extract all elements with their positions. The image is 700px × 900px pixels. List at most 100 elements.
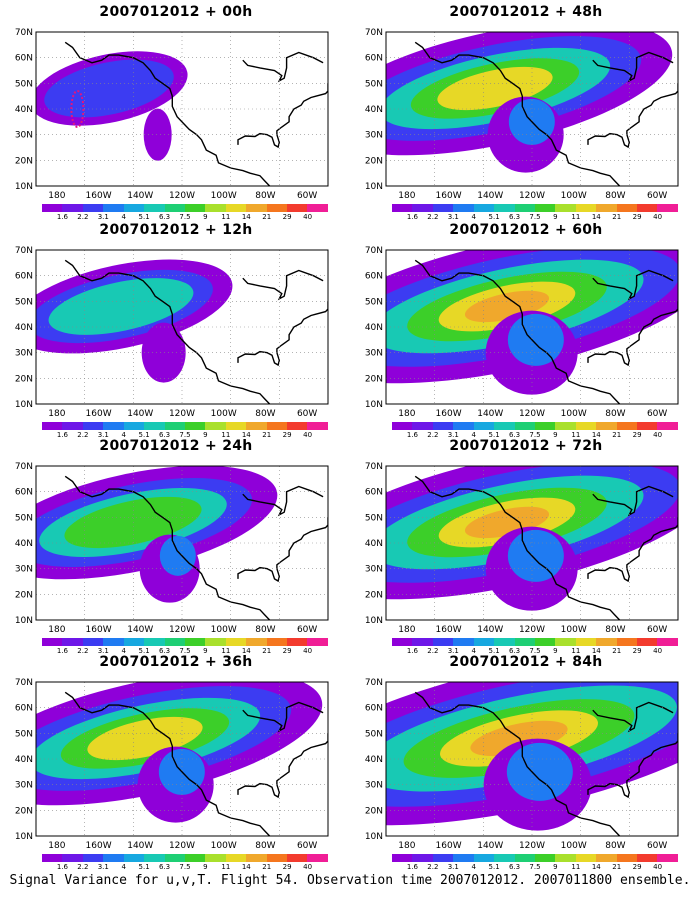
colorbar-swatch — [246, 854, 267, 862]
colorbar-swatch — [225, 854, 247, 862]
variance-map: 70N 60N 50N 40N 30N 20N 10N 180 160W 140W 120W 100W… — [365, 246, 679, 419]
colorbar-swatch — [575, 204, 597, 212]
colorbar-label: 7.5 — [529, 213, 541, 221]
colorbar: 1.6 2.2 3.1 4 5.1 6.3 7.5 9 11 14 21 29 40 — [42, 638, 328, 658]
colorbar-label: 1.6 — [56, 431, 68, 439]
colorbar-swatch — [534, 204, 556, 212]
colorbar-label: 3.1 — [447, 863, 459, 871]
colorbar-label: 14 — [241, 431, 251, 439]
colorbar-label: 2.2 — [77, 863, 89, 871]
colorbar-label: 14 — [591, 431, 601, 439]
colorbar-swatch — [473, 854, 495, 862]
colorbar-label: 3.1 — [447, 213, 459, 221]
colorbar-label: 21 — [262, 863, 272, 871]
lat-tick-label: 30N — [15, 781, 33, 791]
colorbar-swatch — [392, 638, 413, 646]
colorbar-swatch — [123, 204, 145, 212]
colorbar-label: 4 — [471, 863, 476, 871]
colorbar-label: 3.1 — [447, 647, 459, 655]
lat-tick-label: 40N — [365, 105, 383, 115]
colorbar-label: 21 — [262, 213, 272, 221]
colorbar-label: 3.1 — [97, 431, 109, 439]
colorbar-label: 14 — [591, 647, 601, 655]
colorbar-swatch — [164, 204, 185, 212]
colorbar-label: 29 — [282, 213, 292, 221]
colorbar-swatch — [432, 204, 454, 212]
variance-map: 70N 60N 50N 40N 30N 20N 10N 180 160W 140W 120W 100W… — [365, 462, 679, 635]
colorbar-swatch — [123, 854, 145, 862]
lat-tick-label: 20N — [365, 590, 383, 600]
lat-tick-label: 40N — [15, 755, 33, 765]
lon-tick-label: 140W — [127, 625, 153, 635]
lon-tick-label: 180 — [398, 625, 415, 635]
lat-tick-label: 60N — [15, 488, 33, 498]
colorbar-swatch — [164, 638, 185, 646]
lon-tick-label: 120W — [519, 409, 545, 419]
variance-field — [36, 466, 328, 620]
colorbar-label: 5.1 — [488, 863, 500, 871]
colorbar-label: 40 — [303, 431, 313, 439]
colorbar-swatch — [42, 204, 63, 212]
colorbar-label: 2.2 — [77, 213, 89, 221]
variance-field — [386, 250, 678, 404]
colorbar: 1.6 2.2 3.1 4 5.1 6.3 7.5 9 11 14 21 29 40 — [42, 204, 328, 224]
lon-tick-label: 60W — [647, 191, 667, 201]
colorbar-label: 14 — [591, 863, 601, 871]
lat-tick-label: 50N — [15, 79, 33, 89]
colorbar-swatch — [246, 422, 267, 430]
lat-tick-label: 70N — [15, 462, 33, 472]
colorbar-swatch — [392, 204, 413, 212]
lat-tick-label: 70N — [15, 28, 33, 38]
lon-tick-label: 180 — [398, 191, 415, 201]
colorbar-swatch — [637, 638, 658, 646]
lon-tick-label: 120W — [169, 191, 195, 201]
colorbar-swatch — [287, 204, 308, 212]
panel-36h: 2007012012 + 36h 70N 60N 50N 40N 30N 20N 10N 18… — [6, 654, 346, 874]
panel-title: 2007012012 + 84h — [449, 654, 603, 670]
colorbar-swatch — [225, 204, 247, 212]
lat-tick-label: 50N — [15, 729, 33, 739]
lon-tick-label: 100W — [211, 625, 237, 635]
colorbar-swatch — [144, 854, 165, 862]
colorbar-label: 3.1 — [97, 863, 109, 871]
colorbar-swatch — [616, 204, 638, 212]
variance-map: 70N 60N 50N 40N 30N 20N 10N 180 160W 140W 120W 100W… — [365, 678, 679, 851]
colorbar-label: 9 — [203, 647, 208, 655]
colorbar-swatch — [205, 638, 226, 646]
lat-tick-label: 20N — [365, 806, 383, 816]
colorbar-swatch — [307, 204, 328, 212]
colorbar-label: 11 — [221, 213, 231, 221]
panel-24h: 2007012012 + 24h 70N 60N 50N 40N 30N 20N 10N 18… — [6, 438, 346, 658]
lon-tick-label: 180 — [48, 191, 65, 201]
colorbar-swatch — [555, 422, 576, 430]
lon-tick-label: 160W — [86, 841, 112, 851]
colorbar-label: 7.5 — [179, 431, 191, 439]
lat-tick-label: 50N — [15, 297, 33, 307]
colorbar-swatch — [144, 204, 165, 212]
lon-tick-label: 160W — [86, 625, 112, 635]
panel-title: 2007012012 + 00h — [99, 4, 253, 20]
colorbar-swatch — [307, 854, 328, 862]
colorbar-swatch — [82, 638, 104, 646]
colorbar-swatch — [266, 638, 288, 646]
lon-tick-label: 80W — [605, 191, 625, 201]
panel-12h: 2007012012 + 12h 70N 60N 50N 40N 30N 20N 10N 18… — [6, 222, 346, 442]
colorbar-label: 7.5 — [179, 647, 191, 655]
colorbar-label: 2.2 — [77, 431, 89, 439]
colorbar-swatch — [453, 422, 474, 430]
colorbar-label: 5.1 — [138, 213, 150, 221]
colorbar-swatch — [266, 854, 288, 862]
colorbar-label: 21 — [612, 213, 622, 221]
lon-tick-label: 140W — [477, 409, 503, 419]
colorbar-swatch — [42, 854, 63, 862]
colorbar-swatch — [616, 638, 638, 646]
colorbar-label: 11 — [571, 647, 581, 655]
colorbar-swatch — [637, 854, 658, 862]
colorbar-label: 14 — [241, 213, 251, 221]
lon-tick-label: 180 — [48, 625, 65, 635]
colorbar-swatch — [432, 638, 454, 646]
colorbar-label: 4 — [471, 213, 476, 221]
colorbar-label: 6.3 — [159, 647, 171, 655]
colorbar-swatch — [657, 204, 678, 212]
colorbar-label: 2.2 — [427, 647, 439, 655]
